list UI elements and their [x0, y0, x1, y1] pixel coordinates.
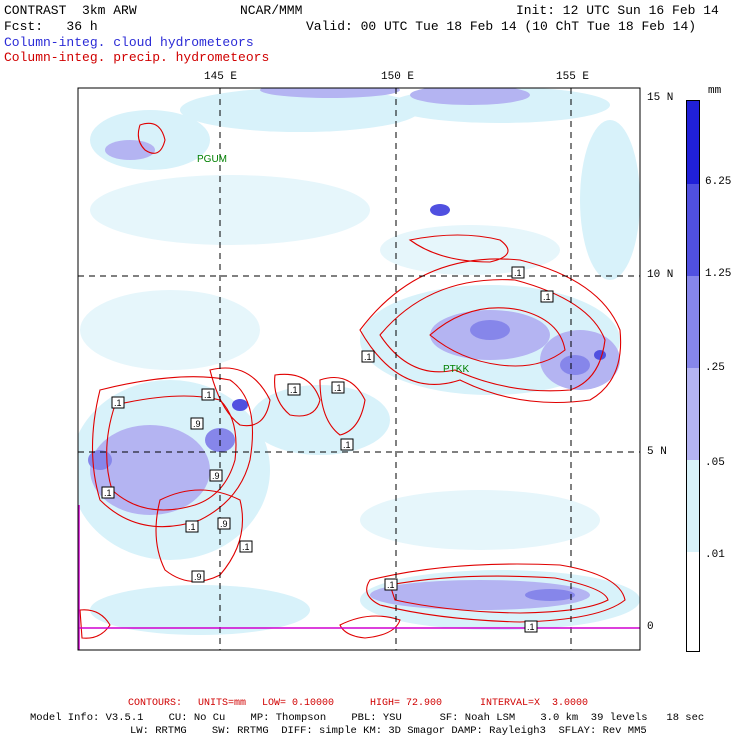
colorbar-swatch	[686, 100, 700, 184]
contour-label: .1	[514, 268, 522, 278]
init-time: Init: 12 UTC Sun 16 Feb 14	[516, 3, 719, 18]
lon-label-155: 155 E	[556, 71, 590, 83]
contour-label: .1	[114, 398, 122, 408]
colorbar-label: .01	[705, 549, 725, 561]
precip-contours	[79, 122, 626, 639]
contour-label: .9	[212, 471, 220, 481]
contour-label: .9	[194, 572, 202, 582]
contour-label-group: .1 .1 .1 .1 .1 .1 .1 .1 .9 .9 .1 .9 .1 .…	[101, 266, 554, 633]
contour-label: .1	[242, 542, 250, 552]
contour-label: .1	[527, 622, 535, 632]
contour-label: .9	[220, 519, 228, 529]
colorbar-label: .25	[705, 362, 725, 374]
contour-label: .1	[104, 488, 112, 498]
contour-label: .1	[334, 383, 342, 393]
model-info-line2: LW: RRTMG SW: RRTMG DIFF: simple KM: 3D …	[130, 725, 647, 737]
contours-label: CONTOURS:	[128, 698, 183, 709]
contour-label: .1	[188, 522, 196, 532]
lat-label-5n: 5 N	[647, 446, 667, 458]
contour-label: .1	[387, 580, 395, 590]
center-name: NCAR/MMM	[240, 3, 303, 18]
cloud-field-label: Column-integ. cloud hydrometeors	[4, 35, 254, 50]
lat-label-10n: 10 N	[647, 269, 674, 281]
colorbar-unit: mm	[708, 85, 722, 97]
colorbar-label: 1.25	[705, 268, 732, 280]
colorbar-swatch	[686, 276, 700, 368]
contours-units: UNITS=mm	[198, 698, 247, 709]
colorbar-swatch	[686, 184, 700, 276]
station-ptkk: PTKK	[443, 364, 469, 375]
lon-label-145: 145 E	[204, 71, 238, 83]
model-title: CONTRAST 3km ARW	[4, 3, 137, 18]
forecast-hour: Fcst: 36 h	[4, 19, 98, 34]
contour-label: .1	[364, 352, 372, 362]
lat-label-15n: 15 N	[647, 92, 674, 104]
station-pgum: PGUM	[197, 154, 227, 165]
map-frame	[77, 87, 641, 651]
model-info-line1: Model Info: V3.5.1 CU: No Cu MP: Thompso…	[30, 712, 705, 724]
colorbar-swatch	[686, 552, 700, 651]
colorbar-label: 6.25	[705, 176, 732, 188]
contour-label: .9	[193, 419, 201, 429]
valid-time: Valid: 00 UTC Tue 18 Feb 14 (10 ChT Tue …	[306, 19, 697, 34]
contour-label: .1	[343, 440, 351, 450]
colorbar	[686, 100, 700, 652]
contour-label: .1	[543, 292, 551, 302]
lat-label-0: 0	[647, 621, 654, 633]
contours-low: LOW= 0.10000	[262, 698, 335, 709]
colorbar-swatch	[686, 460, 700, 552]
contours-interval: INTERVAL=X 3.0000	[480, 698, 589, 709]
contour-label: .1	[204, 390, 212, 400]
contour-label: .1	[290, 385, 298, 395]
lat-lon-grid	[78, 88, 640, 650]
colorbar-label: .05	[705, 457, 725, 469]
precip-field-label: Column-integ. precip. hydrometeors	[4, 50, 270, 65]
lon-label-150: 150 E	[381, 71, 415, 83]
contours-high: HIGH= 72.900	[370, 698, 443, 709]
colorbar-swatch	[686, 368, 700, 460]
